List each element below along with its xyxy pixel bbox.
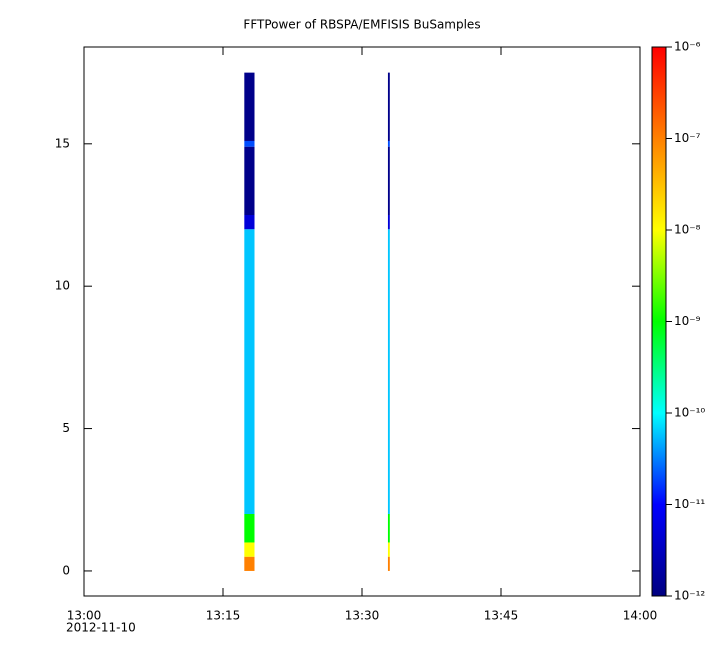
x-tick-label: 14:00 — [623, 609, 658, 623]
spectrogram-cell — [244, 229, 255, 514]
spectrogram-cell — [387, 513, 390, 543]
x-tick-label: 13:15 — [206, 609, 241, 623]
spectrogram-cell — [387, 556, 390, 571]
x-tick-label: 13:30 — [345, 609, 380, 623]
x-date-label: 2012-11-10 — [66, 621, 136, 635]
y-tick-label: 5 — [62, 421, 70, 435]
spectrogram-cell — [387, 140, 390, 147]
colorbar-tick-label: 10⁻⁹ — [674, 314, 701, 328]
spectrogram-cell — [387, 215, 390, 230]
colorbar-tick-label: 10⁻⁷ — [674, 131, 701, 145]
colorbar-tick-label: 10⁻¹² — [674, 589, 705, 603]
y-tick-label: 10 — [55, 279, 70, 293]
y-tick-label: 15 — [55, 136, 70, 150]
spectrogram-cell — [244, 215, 255, 230]
spectrogram-cell — [244, 140, 255, 147]
x-tick-label: 13:45 — [484, 609, 519, 623]
x-tick-label: 13:00 — [67, 609, 102, 623]
colorbar-tick-label: 10⁻¹¹ — [674, 497, 705, 511]
spectrogram-cell — [387, 542, 390, 557]
colorbar-tick-label: 10⁻¹⁰ — [674, 406, 705, 420]
spectrogram-cell — [244, 513, 255, 543]
spectrogram-cell — [244, 72, 255, 141]
spectrogram-cell — [244, 556, 255, 571]
colorbar-tick-label: 10⁻⁸ — [674, 223, 701, 237]
spectrogram-cell — [387, 72, 390, 141]
plot-frame — [83, 46, 641, 597]
chart-title: FFTPower of RBSPA/EMFISIS BuSamples — [243, 18, 480, 32]
colorbar — [651, 46, 667, 597]
spectrogram-cell — [387, 146, 390, 216]
spectrogram-cell — [244, 146, 255, 216]
spectrogram-cell — [387, 229, 390, 514]
colorbar-tick-label: 10⁻⁶ — [674, 40, 701, 54]
y-tick-label: 0 — [62, 563, 70, 577]
spectrogram-cell — [244, 542, 255, 557]
